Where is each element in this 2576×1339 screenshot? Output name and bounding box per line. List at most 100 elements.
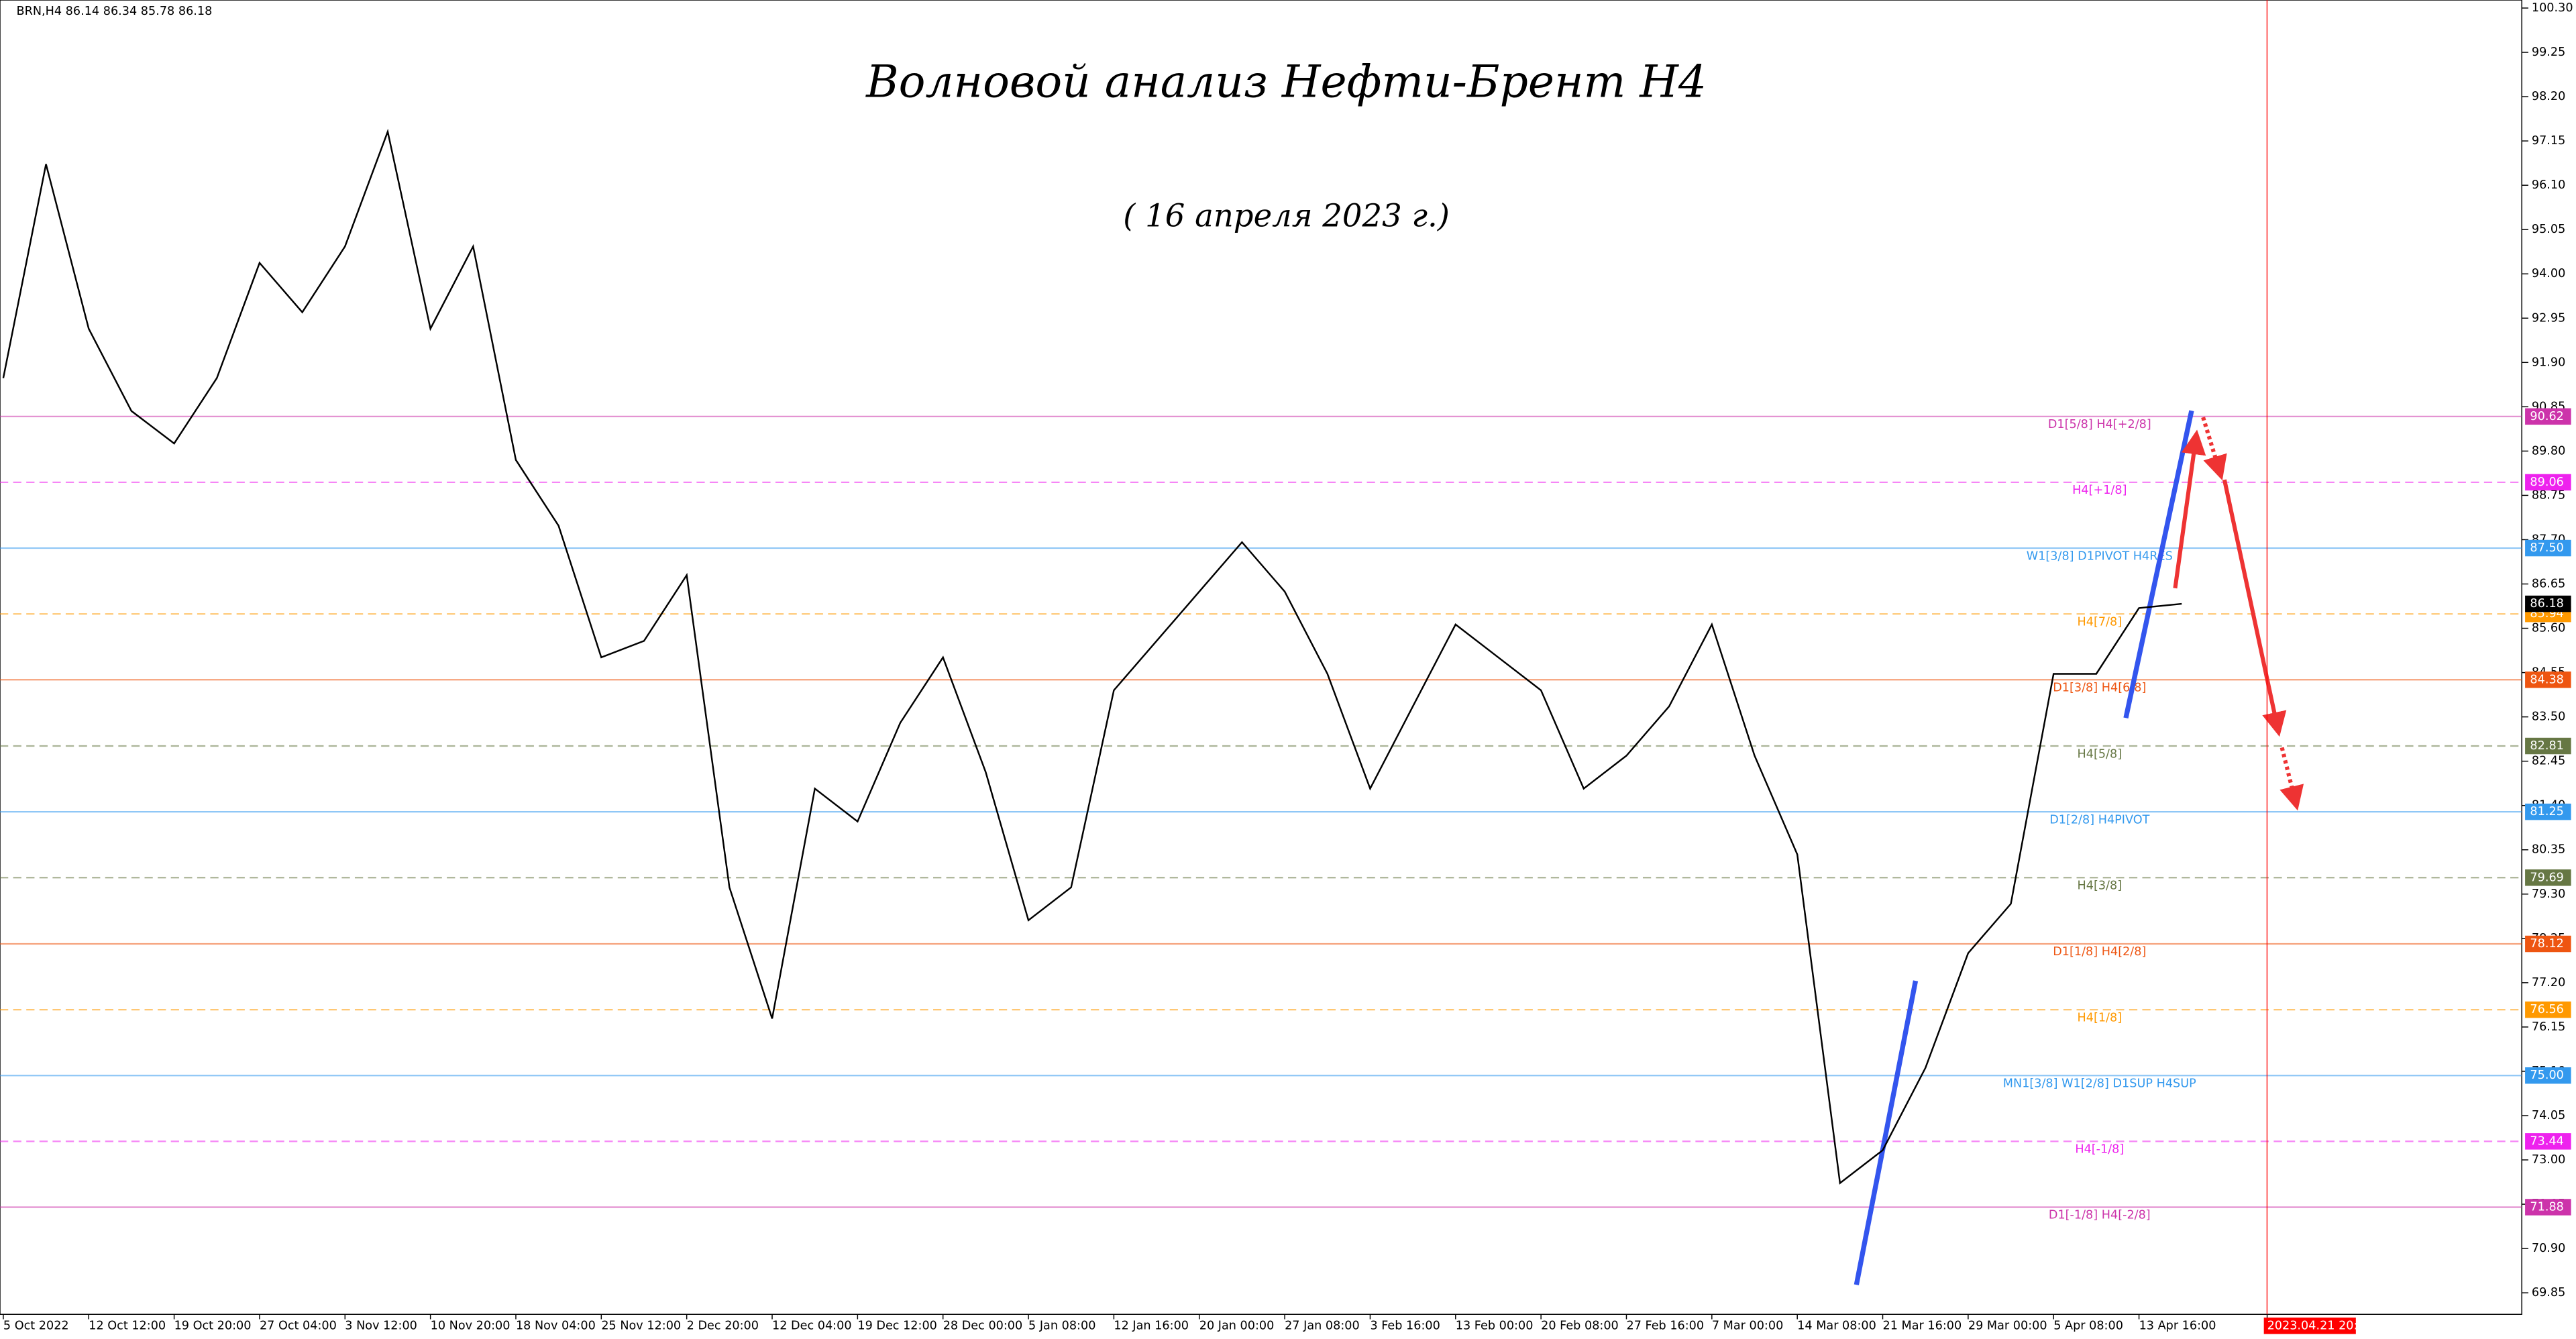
x-tick-label: 19 Oct 20:00 xyxy=(174,1319,252,1332)
price-tag-label: 76.56 xyxy=(2530,1003,2563,1016)
x-tick-label: 12 Jan 16:00 xyxy=(1114,1319,1189,1332)
y-tick-label: 74.05 xyxy=(2532,1109,2565,1122)
y-tick-label: 77.20 xyxy=(2532,976,2565,989)
price-tag-label: 73.44 xyxy=(2530,1134,2563,1148)
x-tick-label: 19 Dec 12:00 xyxy=(857,1319,937,1332)
last-price-tag xyxy=(2525,595,2571,612)
y-tick-label: 99.25 xyxy=(2532,46,2565,59)
price-tag xyxy=(2525,539,2571,557)
price-tag-label: 89.06 xyxy=(2530,476,2563,489)
wave-annotations xyxy=(1854,410,2304,1285)
price-tag-label: 75.00 xyxy=(2530,1069,2563,1082)
level-label: H4[+1/8] xyxy=(2072,484,2127,497)
x-tick-label: 21 Mar 16:00 xyxy=(1883,1319,1962,1332)
x-tick-label: 10 Nov 20:00 xyxy=(431,1319,511,1332)
level-label: H4[3/8] xyxy=(2077,879,2122,893)
x-tick-label: 27 Feb 16:00 xyxy=(1626,1319,1704,1332)
x-tick-label: 3 Nov 12:00 xyxy=(345,1319,417,1332)
price-tag-label: 71.88 xyxy=(2530,1200,2563,1214)
price-tag xyxy=(2525,1067,2571,1084)
x-tick-label: 3 Feb 16:00 xyxy=(1370,1319,1440,1332)
price-line xyxy=(2,128,2182,1185)
x-tick-label: 2 Dec 20:00 xyxy=(687,1319,759,1332)
forecast-arrow xyxy=(2222,479,2287,737)
price-tag xyxy=(2525,737,2571,755)
price-tag xyxy=(2525,1133,2571,1150)
level-label: D1[-1/8] H4[-2/8] xyxy=(2049,1209,2151,1222)
symbol-header: BRN,H4 86.14 86.34 85.78 86.18 xyxy=(16,5,212,18)
plot-area xyxy=(0,0,2522,1315)
y-tick-label: 82.45 xyxy=(2532,755,2565,768)
price-tag xyxy=(2525,935,2571,953)
y-tick-label: 92.95 xyxy=(2532,311,2565,325)
time-marker-bg xyxy=(2263,1318,2356,1334)
y-tick-label: 83.50 xyxy=(2532,710,2565,724)
level-label: H4[1/8] xyxy=(2077,1011,2122,1024)
y-tick-label: 76.15 xyxy=(2532,1020,2565,1034)
level-label: D1[1/8] H4[2/8] xyxy=(2053,945,2146,959)
y-tick-label: 88.75 xyxy=(2532,488,2565,502)
forecast-arrow xyxy=(2173,429,2206,589)
x-tick-label: 14 Mar 08:00 xyxy=(1797,1319,1876,1332)
x-tick-label: 7 Mar 00:00 xyxy=(1712,1319,1783,1332)
price-tag-label: 87.50 xyxy=(2530,541,2563,555)
chart-subtitle: ( 16 апреля 2023 г.) xyxy=(1123,198,1450,234)
y-tick-label: 95.05 xyxy=(2532,223,2565,236)
y-tick-label: 79.30 xyxy=(2532,888,2565,901)
x-tick-label: 2023.04.21 20:00 xyxy=(2267,1319,2373,1332)
price-tag xyxy=(2525,408,2571,425)
x-tick-label: 13 Feb 00:00 xyxy=(1456,1319,1534,1332)
y-tick-label: 80.35 xyxy=(2532,843,2565,857)
x-tick-label: 25 Nov 12:00 xyxy=(601,1319,681,1332)
x-tick-label: 12 Dec 04:00 xyxy=(772,1319,852,1332)
chart-title: Волновой анализ Нефти-Брент H4 xyxy=(865,56,1707,107)
x-tick-label: 12 Oct 12:00 xyxy=(89,1319,166,1332)
x-tick-label: 18 Nov 04:00 xyxy=(516,1319,596,1332)
price-tag-label: 79.69 xyxy=(2530,871,2563,884)
x-tick-label: 13 Apr 16:00 xyxy=(2139,1319,2216,1332)
x-tick-label: 28 Dec 00:00 xyxy=(943,1319,1023,1332)
wave-line xyxy=(1854,980,1919,1285)
y-tick-label: 85.60 xyxy=(2532,622,2565,635)
y-tick-label: 86.65 xyxy=(2532,578,2565,591)
price-tag-label: 90.62 xyxy=(2530,410,2563,423)
y-tick-label: 97.15 xyxy=(2532,134,2565,148)
price-tag xyxy=(2525,803,2571,820)
y-tick-label: 73.00 xyxy=(2532,1153,2565,1167)
price-tag xyxy=(2525,1001,2571,1018)
y-tick-label: 96.10 xyxy=(2532,178,2565,192)
level-label: H4[-1/8] xyxy=(2075,1143,2124,1157)
price-tag-label: 84.38 xyxy=(2530,673,2563,686)
y-tick-label: 70.90 xyxy=(2532,1242,2565,1255)
price-tag xyxy=(2525,474,2571,491)
price-tag-label: 81.25 xyxy=(2530,805,2563,818)
price-tag xyxy=(2525,672,2571,688)
y-tick-label: 89.80 xyxy=(2532,444,2565,458)
x-tick-label: 5 Apr 08:00 xyxy=(2053,1319,2123,1332)
level-label: D1[5/8] H4[+2/8] xyxy=(2048,418,2151,431)
level-label: H4[7/8] xyxy=(2077,615,2122,629)
x-tick-label: 5 Oct 2022 xyxy=(3,1319,69,1332)
price-tag xyxy=(2525,869,2571,886)
price-tag xyxy=(2525,1199,2571,1216)
y-tick-label: 91.90 xyxy=(2532,356,2565,369)
level-label: W1[3/8] D1PIVOT H4RES xyxy=(2027,549,2173,563)
y-tick-label: 69.85 xyxy=(2532,1286,2565,1299)
y-tick-label: 94.00 xyxy=(2532,267,2565,280)
level-label: D1[2/8] H4PIVOT xyxy=(2049,813,2149,826)
price-tag-label: 78.12 xyxy=(2530,937,2563,951)
y-tick-label: 100.30 xyxy=(2532,1,2573,15)
x-tick-label: 5 Jan 08:00 xyxy=(1028,1319,1095,1332)
wave-line xyxy=(2123,410,2194,719)
last-price-label: 86.18 xyxy=(2530,597,2563,610)
price-tag-label: 82.81 xyxy=(2530,739,2563,753)
level-label: D1[3/8] H4[6/8] xyxy=(2053,682,2146,695)
x-tick-label: 27 Jan 08:00 xyxy=(1285,1319,1360,1332)
levels: D1[5/8] H4[+2/8] H4[+1/8] W1[3/8] D1PIVOT … xyxy=(0,415,2522,1222)
x-tick-label: 29 Mar 00:00 xyxy=(1968,1319,2047,1332)
x-tick-label: 27 Oct 04:00 xyxy=(260,1319,337,1332)
level-label: MN1[3/8] W1[2/8] D1SUP H4SUP xyxy=(2003,1077,2196,1090)
y-tick-label: 98.20 xyxy=(2532,90,2565,103)
x-tick-label: 20 Feb 08:00 xyxy=(1541,1319,1619,1332)
